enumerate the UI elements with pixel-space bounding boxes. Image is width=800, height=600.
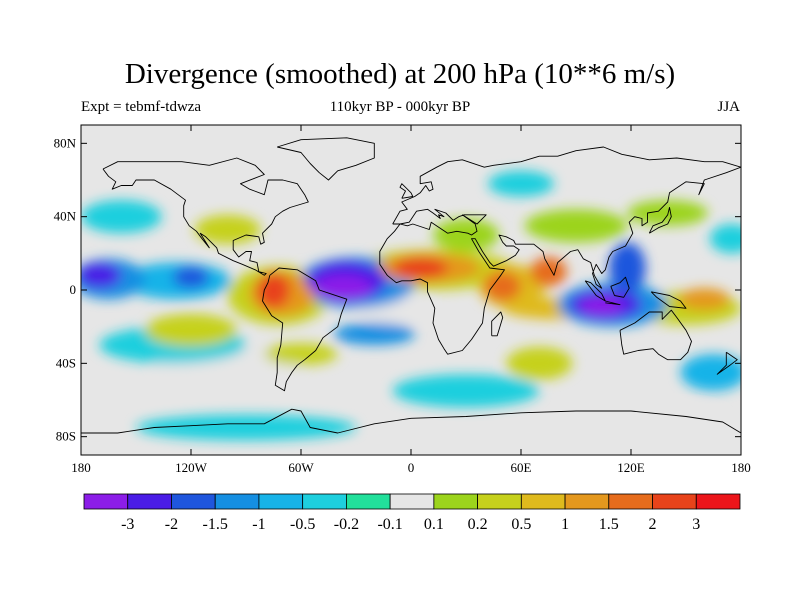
colorbar-label: 1 bbox=[561, 516, 569, 533]
divergence-anomaly bbox=[145, 313, 237, 347]
divergence-anomaly bbox=[627, 200, 709, 226]
coastline-south-america bbox=[262, 267, 348, 392]
divergence-anomaly bbox=[392, 374, 540, 408]
lat-tick-label: 80S bbox=[56, 429, 76, 444]
colorbar-label: 3 bbox=[692, 516, 700, 533]
colorbar-swatch bbox=[171, 493, 216, 510]
colorbar-swatch bbox=[83, 493, 129, 510]
divergence-anomaly bbox=[506, 346, 573, 380]
colorbar-label: -0.2 bbox=[334, 516, 359, 533]
longitude-axis: 180 120W 60W 0 60E 120E 180 bbox=[71, 125, 751, 475]
colorbar-label: 0.1 bbox=[424, 516, 444, 533]
lon-tick-label: 180 bbox=[731, 460, 751, 475]
lon-tick-label: 180 bbox=[71, 460, 91, 475]
chart-title: Divergence (smoothed) at 200 hPa (10**6 … bbox=[124, 58, 676, 90]
divergence-anomaly bbox=[334, 323, 415, 345]
lon-tick-label: 0 bbox=[408, 460, 415, 475]
coastline-australia bbox=[619, 309, 692, 361]
colorbar-swatch bbox=[564, 493, 610, 510]
coastline-antarctica bbox=[81, 408, 741, 434]
divergence-anomaly bbox=[194, 214, 261, 245]
coastline-sumatra bbox=[584, 280, 606, 302]
divergence-anomaly bbox=[392, 257, 448, 279]
divergence-anomaly bbox=[81, 262, 122, 289]
period-label: 110kyr BP - 000kyr BP bbox=[329, 99, 471, 115]
lon-tick-label: 60W bbox=[288, 460, 314, 475]
divergence-anomaly bbox=[530, 257, 567, 287]
colorbar-label: -1.5 bbox=[203, 516, 228, 533]
coastline-eurasia-africa bbox=[379, 146, 741, 355]
divergence-anomaly bbox=[576, 407, 723, 430]
divergence-anomaly bbox=[524, 209, 628, 243]
coastline-greenland bbox=[277, 137, 375, 181]
divergence-anomaly bbox=[313, 275, 373, 301]
colorbar-swatch bbox=[214, 493, 260, 510]
colorbar-label: 0.5 bbox=[511, 516, 531, 533]
divergence-anomaly bbox=[484, 271, 521, 302]
lon-tick-label: 120E bbox=[617, 460, 645, 475]
colorbar-swatch bbox=[520, 493, 566, 510]
divergence-anomaly bbox=[257, 271, 290, 309]
lat-tick-label: 40S bbox=[56, 355, 76, 370]
divergence-anomaly bbox=[579, 297, 624, 316]
coastline-new-zealand bbox=[716, 351, 738, 375]
divergence-anomaly bbox=[136, 414, 356, 441]
coastline-madagascar bbox=[491, 311, 504, 337]
divergence-anomaly bbox=[81, 200, 162, 234]
season-label: JJA bbox=[717, 99, 740, 115]
lat-tick-label: 40N bbox=[54, 209, 77, 224]
colorbar-swatch bbox=[695, 493, 741, 510]
divergence-anomaly bbox=[709, 224, 741, 254]
lat-tick-label: 80N bbox=[54, 135, 77, 150]
coastline-java bbox=[605, 300, 621, 306]
coastlines bbox=[81, 137, 741, 434]
coastline-japan bbox=[648, 207, 672, 234]
colorbar-label: -0.1 bbox=[377, 516, 402, 533]
coastline-new-guinea bbox=[650, 291, 687, 309]
colorbar-swatch bbox=[302, 493, 347, 510]
coastline-north-america bbox=[102, 157, 309, 276]
divergence-anomaly bbox=[678, 288, 730, 311]
latitude-axis: 80N 40N 0 40S 80S bbox=[54, 135, 741, 444]
divergence-anomaly bbox=[264, 343, 338, 366]
divergence-anomaly bbox=[488, 170, 554, 197]
lat-tick-label: 0 bbox=[70, 282, 77, 297]
divergence-anomaly bbox=[172, 266, 210, 289]
colorbar-swatch bbox=[258, 493, 304, 510]
colorbar-label: 1.5 bbox=[599, 516, 619, 533]
colorbar-swatch bbox=[652, 493, 697, 510]
colorbar-swatch bbox=[433, 493, 479, 510]
colorbar-swatch bbox=[389, 493, 435, 510]
colorbar-swatch bbox=[608, 493, 653, 510]
divergence-anomaly bbox=[433, 218, 499, 252]
colorbar-label: 0.2 bbox=[468, 516, 488, 533]
colorbar-label: -0.5 bbox=[290, 516, 315, 533]
colorbar-label: 2 bbox=[649, 516, 657, 533]
colorbar-label: -1 bbox=[252, 516, 265, 533]
experiment-label: Expt = tebmf-tdwza bbox=[81, 99, 202, 115]
lon-tick-label: 60E bbox=[511, 460, 532, 475]
colorbar-label: -2 bbox=[165, 516, 178, 533]
coastline-arabian-region bbox=[399, 214, 478, 236]
coastline-uk bbox=[399, 183, 414, 199]
colorbar-swatch bbox=[127, 493, 172, 510]
divergence-anomaly bbox=[609, 242, 646, 294]
coastline-indonesia-borneo bbox=[610, 276, 630, 298]
colorbar: -3 -2 -1.5 -1 -0.5 -0.2 -0.1 0.1 0.2 0.5 1 1.5 2 3 bbox=[83, 493, 741, 533]
colorbar-swatch bbox=[477, 493, 522, 510]
divergence-field bbox=[81, 170, 741, 441]
lon-tick-label: 120W bbox=[175, 460, 208, 475]
coastline-mediterranean-north bbox=[399, 208, 487, 225]
colorbar-label: -3 bbox=[121, 516, 134, 533]
colorbar-swatch bbox=[345, 493, 391, 510]
